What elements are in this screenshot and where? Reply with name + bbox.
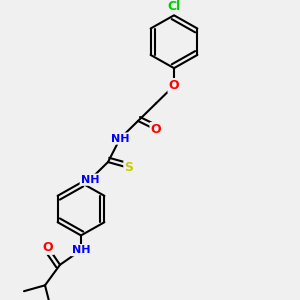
Text: Cl: Cl xyxy=(167,0,181,13)
Text: NH: NH xyxy=(81,175,99,185)
Text: S: S xyxy=(124,161,134,174)
Text: NH: NH xyxy=(111,134,129,144)
Text: NH: NH xyxy=(72,245,90,255)
Text: O: O xyxy=(43,241,53,254)
Text: O: O xyxy=(151,123,161,136)
Text: O: O xyxy=(169,79,179,92)
